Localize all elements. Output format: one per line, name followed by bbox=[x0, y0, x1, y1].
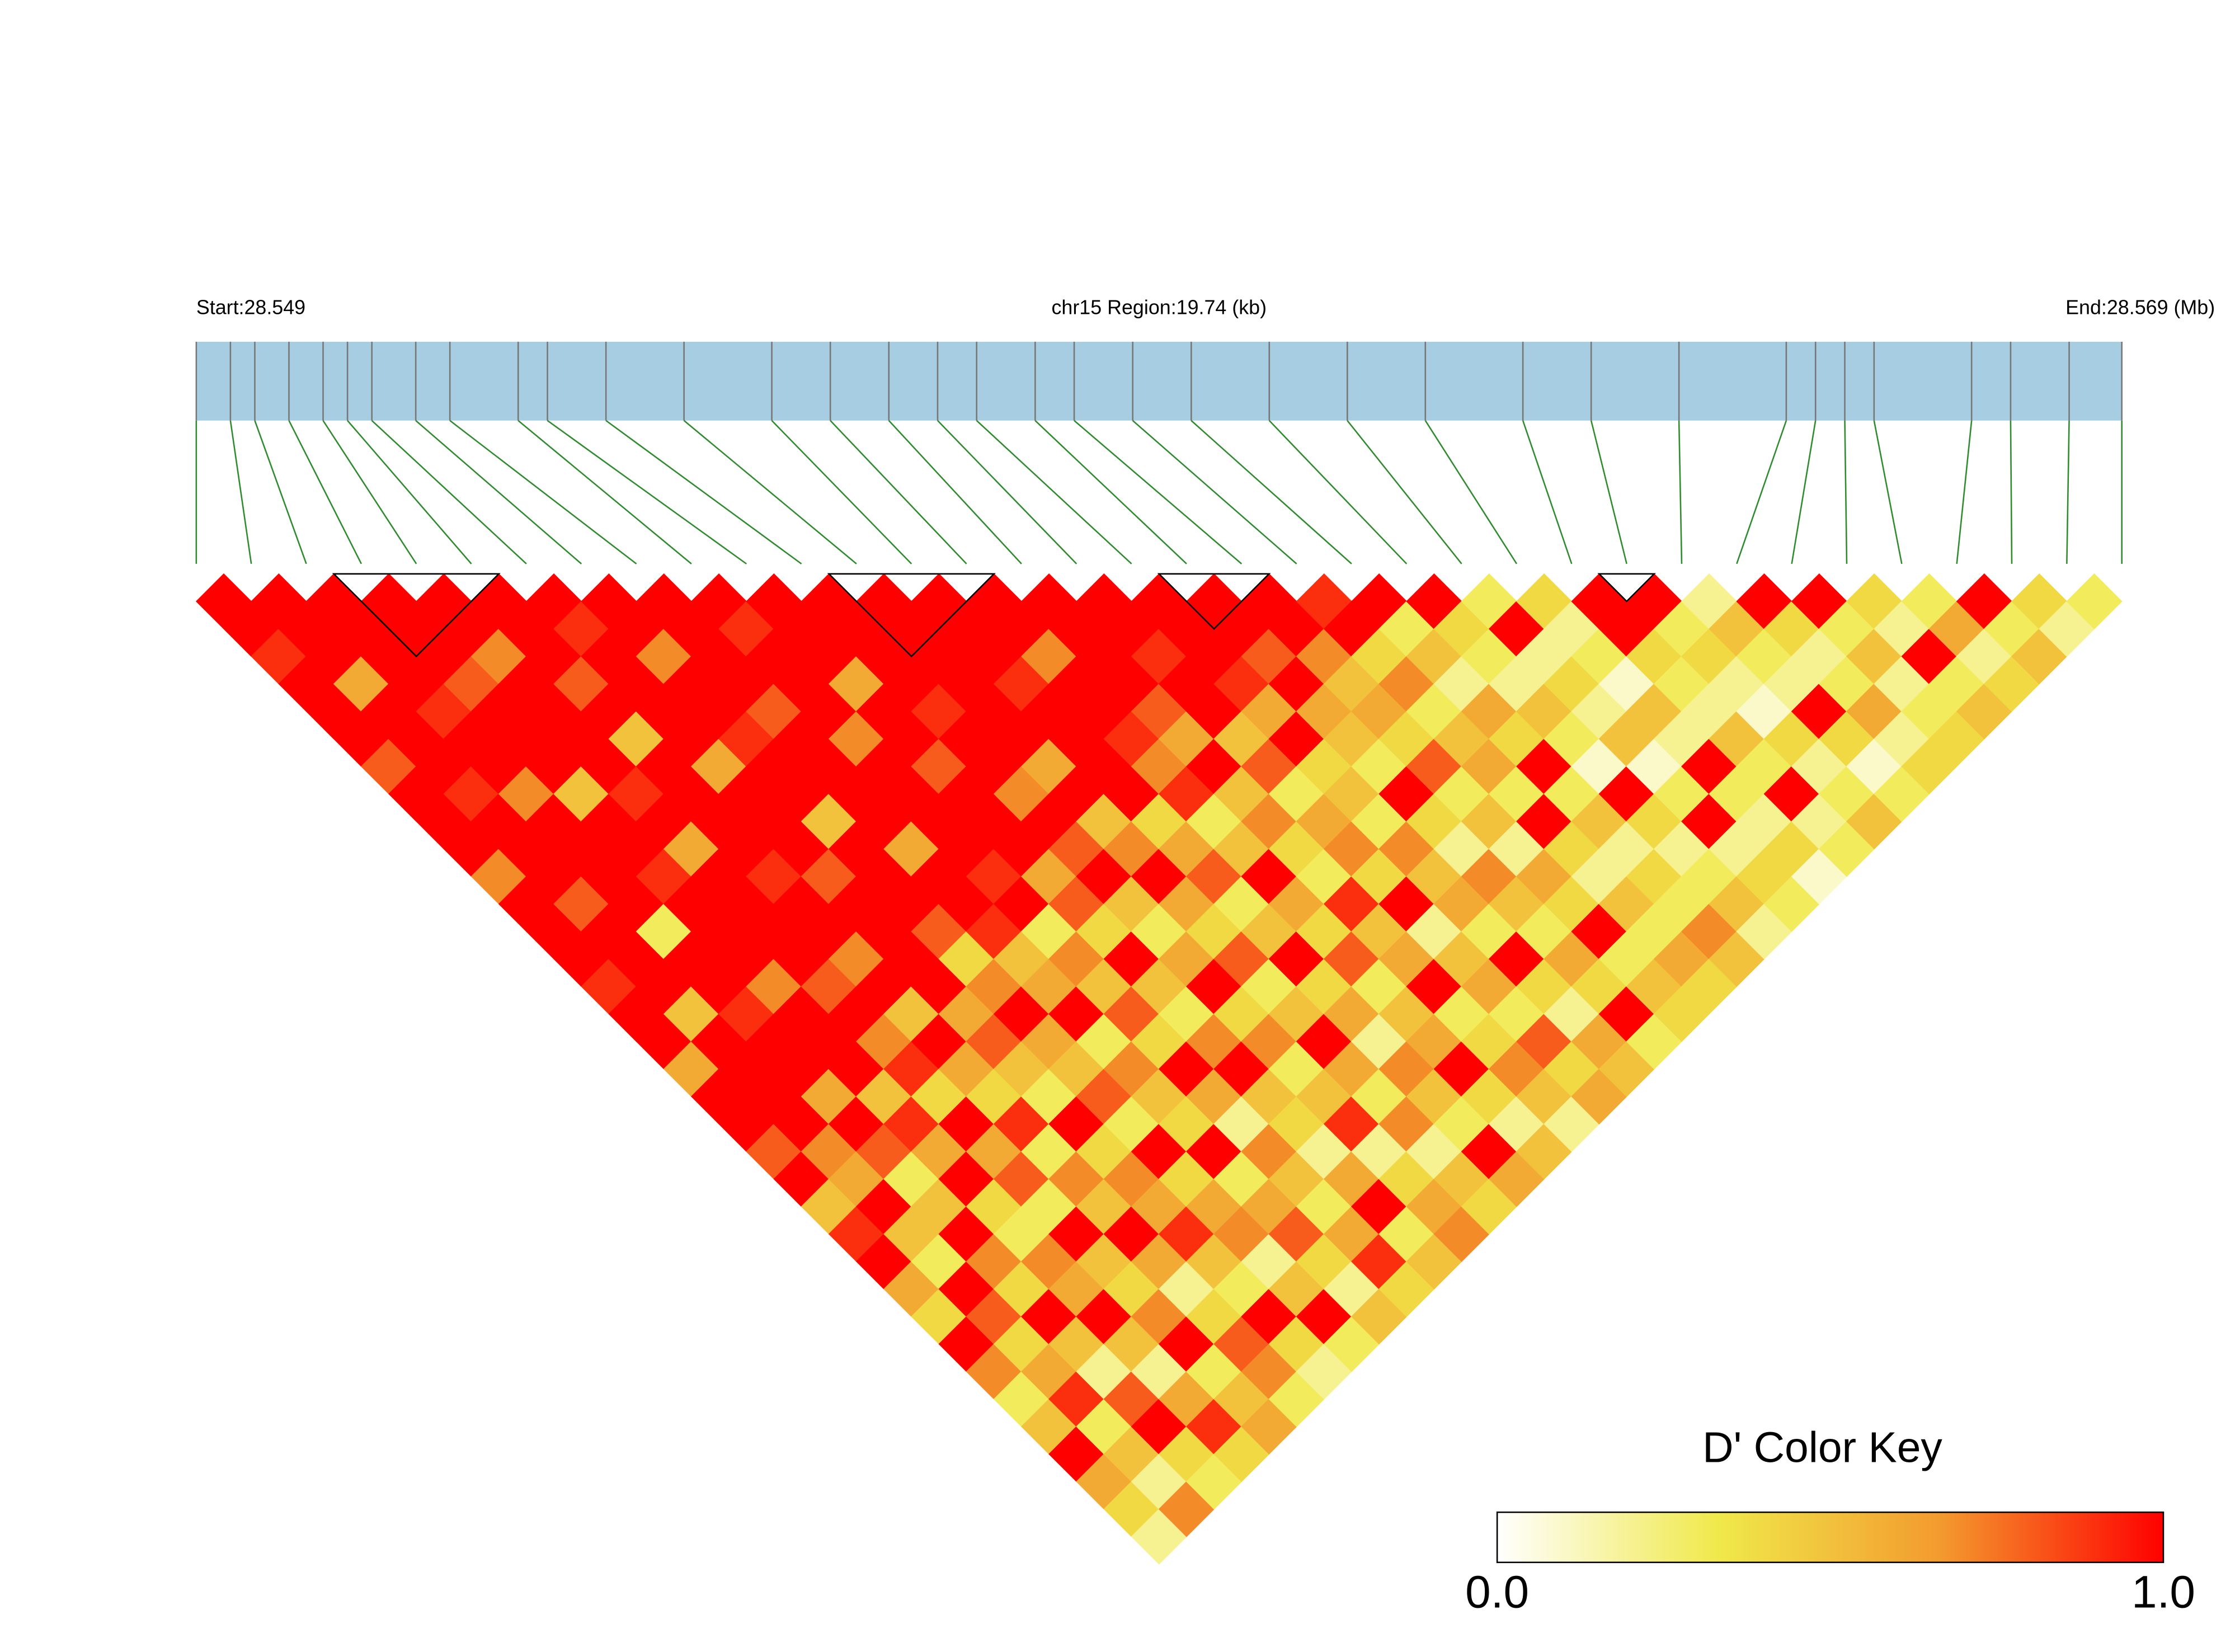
region-label: chr15 Region:19.74 (kb) bbox=[1051, 296, 1267, 318]
snp-connector bbox=[1424, 420, 1518, 564]
snp-connector bbox=[1678, 420, 1683, 564]
snp-connector bbox=[371, 420, 527, 564]
color-key-tick-label: 0.0 bbox=[1465, 1566, 1529, 1617]
snp-connector bbox=[415, 420, 582, 564]
snp-connector bbox=[547, 420, 747, 564]
color-key bbox=[1496, 1511, 2165, 1564]
snp-connector bbox=[1347, 420, 1462, 564]
snp-connector bbox=[605, 420, 802, 564]
snp-connector bbox=[1873, 420, 1903, 564]
start-label: Start:28.549 bbox=[196, 296, 305, 318]
haplotype-block bbox=[827, 573, 996, 658]
snp-connector bbox=[254, 420, 307, 564]
position-bar bbox=[196, 341, 2122, 421]
snp-connector bbox=[1132, 420, 1297, 564]
snp-connector bbox=[1268, 420, 1408, 564]
snp-connector bbox=[888, 420, 1022, 564]
snp-connector bbox=[1590, 420, 1627, 564]
snp-connector bbox=[229, 420, 252, 564]
haplotype-block bbox=[332, 573, 501, 658]
haplotype-block bbox=[1597, 573, 1656, 603]
snp-connector bbox=[976, 420, 1132, 564]
snp-connector bbox=[830, 420, 967, 564]
snp-connector bbox=[517, 420, 692, 564]
snp-connector bbox=[1844, 420, 1848, 564]
ld-cell bbox=[2066, 573, 2123, 630]
snp-connector bbox=[347, 420, 472, 564]
snp-connector bbox=[1522, 420, 1573, 564]
snp-connector bbox=[1191, 420, 1352, 564]
haplotype-block bbox=[1157, 573, 1271, 630]
key-title: D' Color Key bbox=[1702, 1423, 1942, 1471]
snp-connector bbox=[322, 420, 417, 564]
snp-connector bbox=[2066, 420, 2070, 564]
snp-connector bbox=[771, 420, 912, 564]
snp-connector bbox=[937, 420, 1077, 564]
snp-connector bbox=[449, 420, 637, 564]
snp-connector bbox=[683, 420, 857, 564]
snp-connector bbox=[1736, 420, 1787, 564]
snp-connector bbox=[2010, 420, 2013, 564]
color-key-tick-label: 1.0 bbox=[2132, 1566, 2195, 1617]
snp-connector bbox=[1074, 420, 1243, 564]
snp-connector bbox=[1034, 420, 1187, 564]
snp-connector bbox=[1956, 420, 1973, 564]
snp-connector bbox=[1791, 420, 1817, 564]
snp-connector bbox=[288, 420, 363, 564]
end-label: End:28.569 (Mb) bbox=[2065, 296, 2215, 318]
